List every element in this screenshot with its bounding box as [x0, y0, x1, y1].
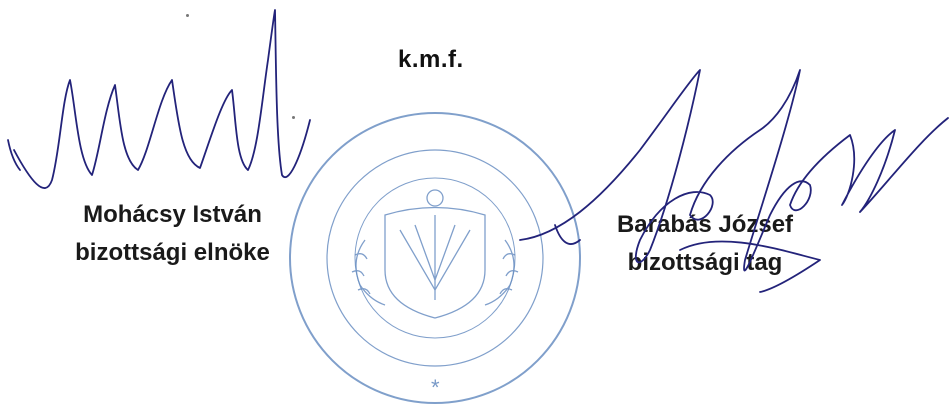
paper-speck [292, 116, 295, 119]
signatory-right-name: Barabás József [616, 211, 794, 238]
kmf-label: k.m.f. [398, 46, 464, 73]
signatory-right-role: bizottsági tag [627, 249, 783, 276]
signatory-left-name: Mohácsy István [83, 201, 262, 228]
signatory-left-role: bizottsági elnöke [75, 239, 270, 266]
signature-mohacsy-left [13, 9, 311, 189]
signature-barabas-right [519, 69, 949, 272]
coat-of-arms-emblem [351, 189, 519, 319]
paper-speck [186, 14, 189, 17]
stamp-star: * [431, 375, 440, 400]
signatory-left: Mohácsy István bizottsági elnöke [50, 196, 295, 272]
signatory-right: Barabás József bizottsági tag [585, 206, 825, 282]
